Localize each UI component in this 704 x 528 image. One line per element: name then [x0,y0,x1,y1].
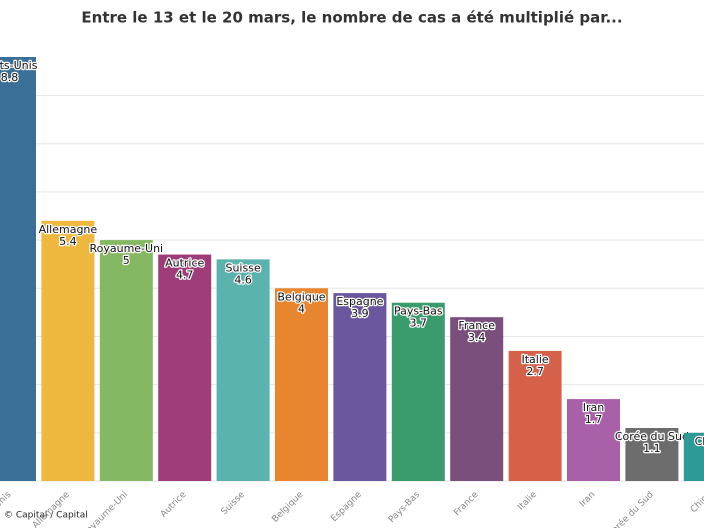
value-label: 5.4 [59,235,77,248]
bar-category-label: Iran [583,401,605,414]
bar [158,254,212,481]
bar-category-label: Pays-Bas [394,305,443,318]
value-label: 3.4 [468,331,486,344]
bar-category-label: Allemagne [39,223,98,236]
x-tick-label: Iran [578,490,598,510]
bar-category-label: Suisse [225,261,260,274]
bar [0,57,36,481]
x-tick-label: Espagne [329,489,364,524]
bar [275,288,328,481]
bar-category-label: Belgique [277,290,325,303]
bar-category-label: Espagne [336,295,383,308]
bar-category-label: France [458,319,495,332]
bar-category-label: Etats-Unis [0,59,38,72]
x-tick-label: Chine [689,489,704,515]
value-label: 3.7 [410,317,428,330]
value-label: 8.8 [1,71,19,84]
bar [450,317,504,481]
bar-category-label: Italie [522,353,549,366]
bar [683,432,704,481]
value-label: 1.7 [585,413,603,426]
bar-category-label: Corée du Sud [615,430,689,443]
x-tick-label: Royaume-Uni [81,490,131,528]
bar-category-label: Autrice [165,257,204,270]
value-label: 4.6 [234,273,252,286]
value-label: 5 [123,254,130,267]
value-label: 4 [298,302,305,315]
x-tick-label: Belgique [270,489,305,524]
value-label: 2.7 [526,365,544,378]
x-tick-label: France [452,489,481,518]
x-tick-label: Pays-Bas [387,490,422,525]
bar [625,428,679,481]
x-tick-label: Etats-Unis [0,490,14,528]
x-tick-label: Italie [516,490,539,513]
bar-category-label: Chine [695,435,704,448]
bar [508,350,562,481]
bar [99,240,153,481]
x-tick-label: Suisse [220,489,248,517]
chart-title: Entre le 13 et le 20 mars, le nombre de … [81,9,622,27]
source: © Capital / Capital [4,511,88,521]
value-label: 3.9 [351,307,369,320]
bar [41,220,95,481]
x-tick-label: Corée du Sud [605,489,656,528]
value-label: 4.7 [176,269,194,282]
bar [391,302,445,481]
bar [567,399,620,481]
value-label: 1.1 [643,442,661,455]
bar-category-label: Royaume-Uni [89,242,163,255]
bar [216,259,270,481]
bar [333,293,387,481]
x-tick-label: Autrice [159,489,189,519]
x-tick-label: Allemagne [31,489,72,528]
